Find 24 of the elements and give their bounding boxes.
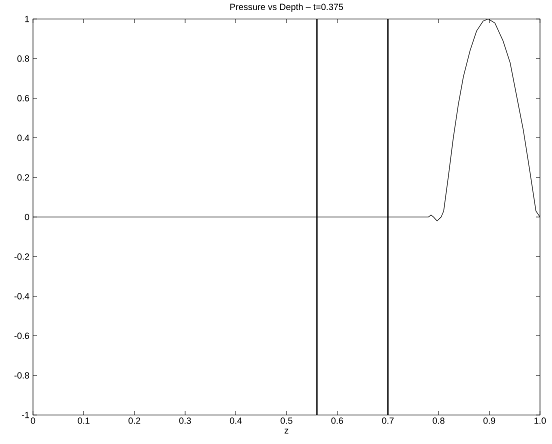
- chart-title: Pressure vs Depth – t=0.375: [230, 3, 344, 12]
- y-tick-label: -1: [22, 412, 30, 418]
- x-tick-label: 0.5: [280, 418, 292, 424]
- y-tick-label: 0.6: [17, 95, 30, 102]
- x-tick-label: 0.1: [78, 418, 90, 424]
- x-tick-label: 0.3: [179, 418, 191, 424]
- x-tick-label: 0.2: [128, 418, 140, 424]
- x-tick-label: 0.8: [432, 418, 444, 424]
- y-tick-label: 0.4: [17, 134, 30, 141]
- y-tick-label: 0: [24, 214, 30, 220]
- x-tick-label: 0.4: [230, 418, 242, 424]
- x-tick-label: 0: [30, 418, 36, 424]
- y-tick-label: -0.6: [14, 332, 30, 339]
- x-tick-label: 0.6: [331, 418, 344, 424]
- y-tick-label: 0.8: [17, 55, 30, 62]
- y-tick-label: -0.4: [14, 293, 30, 300]
- x-tick-label: 1.0: [534, 418, 546, 424]
- x-axis-title: z: [284, 428, 288, 434]
- y-tick-label: -0.8: [14, 372, 30, 379]
- y-tick-label: -0.2: [14, 253, 30, 260]
- y-tick-label: 0.2: [17, 174, 30, 181]
- y-tick-label: 1: [25, 16, 30, 22]
- x-tick-label: 0.9: [483, 418, 496, 424]
- x-tick-label: 0.7: [382, 418, 394, 424]
